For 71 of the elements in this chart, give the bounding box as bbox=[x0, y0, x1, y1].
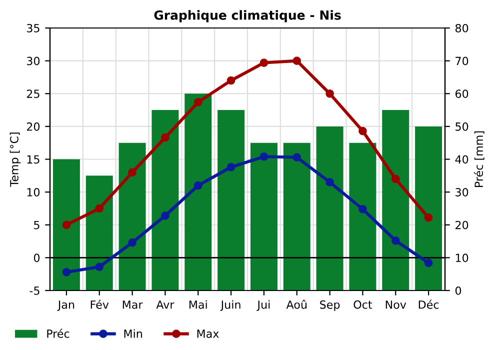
y2-tick-label: 20 bbox=[456, 220, 468, 230]
point bbox=[226, 162, 236, 172]
y-axis-title: Temp [°C] bbox=[10, 132, 21, 187]
point bbox=[260, 58, 268, 67]
bar bbox=[415, 126, 442, 290]
point bbox=[95, 262, 104, 272]
point bbox=[62, 268, 71, 276]
x-tick-label: Oct bbox=[354, 300, 372, 309]
y-tick-label: 30 bbox=[26, 56, 40, 66]
point bbox=[391, 174, 400, 184]
point bbox=[161, 212, 170, 220]
y-tick-label: -5 bbox=[30, 286, 40, 295]
y-tick-label: 25 bbox=[26, 90, 40, 98]
y2-axis-title: Préc [mm] bbox=[474, 131, 484, 187]
y2-tick-label: 50 bbox=[456, 122, 468, 131]
bar bbox=[382, 110, 410, 290]
y-tick-label: 0 bbox=[34, 254, 40, 262]
legend-label: Min bbox=[124, 329, 142, 338]
x-tick-label: Jui bbox=[256, 300, 270, 311]
y2-tick-label: 0 bbox=[455, 286, 462, 295]
point bbox=[358, 126, 367, 136]
y2-tick-label: 80 bbox=[455, 24, 468, 32]
y-tick-label: 10 bbox=[27, 188, 40, 196]
y2-tick-label: 70 bbox=[456, 56, 468, 66]
x-tick-label: Nov bbox=[386, 300, 406, 309]
legend-label: Préc bbox=[47, 328, 70, 338]
y2-tick-label: 40 bbox=[455, 155, 468, 164]
point bbox=[194, 181, 202, 190]
bar bbox=[184, 94, 212, 290]
bar bbox=[152, 110, 179, 290]
x-tick-label: Avr bbox=[156, 300, 174, 309]
x-tick-label: Fév bbox=[90, 300, 109, 309]
x-tick-label: Juin bbox=[220, 300, 240, 311]
x-tick-label: Sep bbox=[320, 300, 340, 311]
bar bbox=[52, 159, 80, 290]
bar bbox=[250, 142, 278, 290]
x-tick-label: Aoû bbox=[286, 300, 306, 309]
point bbox=[292, 56, 302, 65]
y2-tick-label: 10 bbox=[456, 254, 468, 262]
point bbox=[391, 236, 400, 245]
point bbox=[292, 153, 302, 162]
y2-tick-label: 60 bbox=[456, 90, 468, 98]
bar bbox=[316, 126, 344, 290]
point bbox=[95, 204, 104, 213]
y-tick-label: 35 bbox=[26, 24, 40, 32]
y-tick-label: 5 bbox=[34, 220, 40, 230]
bar bbox=[349, 142, 376, 290]
point bbox=[326, 178, 334, 186]
y-tick-label: 15 bbox=[27, 155, 40, 164]
point bbox=[260, 152, 268, 161]
point bbox=[128, 168, 136, 177]
x-tick-label: Mar bbox=[122, 300, 143, 309]
y-tick-label: 20 bbox=[26, 122, 40, 131]
point bbox=[62, 220, 71, 230]
point bbox=[424, 258, 433, 268]
point bbox=[128, 238, 136, 247]
legend-label: Max bbox=[197, 330, 219, 338]
point bbox=[226, 76, 236, 85]
x-tick-label: Déc bbox=[418, 300, 439, 309]
x-tick-label: Mai bbox=[189, 300, 207, 309]
point bbox=[424, 213, 433, 222]
point bbox=[194, 98, 202, 106]
point bbox=[326, 89, 334, 98]
chart-title: Graphique climatique - Nis bbox=[154, 10, 341, 22]
point bbox=[161, 133, 170, 142]
bar bbox=[283, 142, 310, 290]
x-tick-label: Jan bbox=[57, 300, 74, 311]
bar bbox=[118, 142, 146, 290]
point bbox=[358, 204, 367, 214]
bar bbox=[218, 110, 245, 290]
y2-tick-label: 30 bbox=[456, 188, 468, 196]
